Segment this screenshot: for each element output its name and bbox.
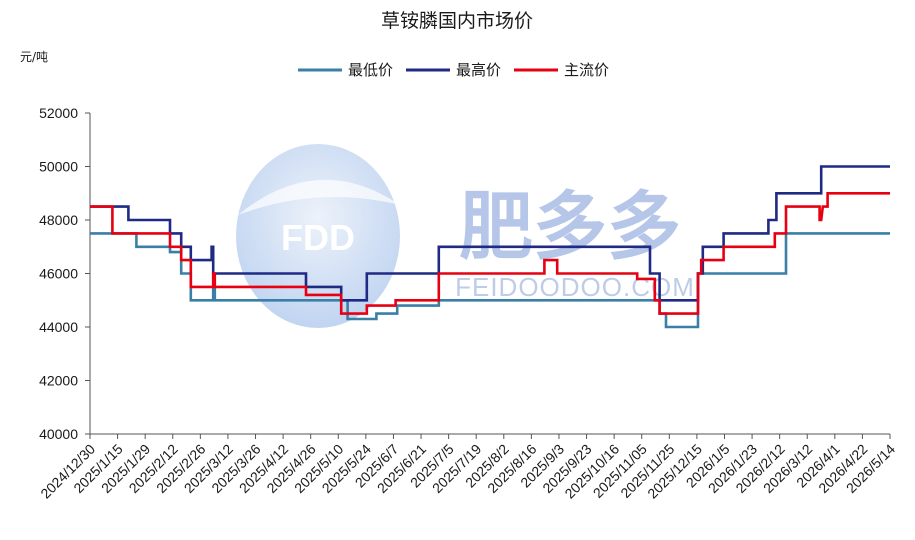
legend-label-1: 最低价 xyxy=(348,61,393,79)
y-tick-label: 44000 xyxy=(39,319,78,335)
y-tick-label: 52000 xyxy=(39,105,78,121)
series-line-2 xyxy=(90,165,890,302)
logo-swoosh-icon xyxy=(238,179,400,215)
axes: 400004200044000460004800050000520002024/… xyxy=(37,105,898,502)
legend-label-2: 最高价 xyxy=(456,61,501,79)
brand-text: 肥多多 xyxy=(459,184,681,270)
y-tick-label: 42000 xyxy=(39,373,78,389)
series-line-3 xyxy=(90,192,890,315)
logo-circle-icon xyxy=(236,144,400,328)
y-tick-label: 48000 xyxy=(39,212,78,228)
series-line-1 xyxy=(90,232,890,329)
y-tick-label: 46000 xyxy=(39,266,78,282)
legend: 最低价 最高价 主流价 xyxy=(298,61,609,79)
series-layer xyxy=(90,165,890,329)
legend-label-3: 主流价 xyxy=(564,61,609,79)
y-axis-label: 元/吨 xyxy=(20,50,48,64)
y-tick-label: 50000 xyxy=(39,159,78,175)
chart-title: 草铵膦国内市场价 xyxy=(381,10,533,32)
y-tick-label: 40000 xyxy=(39,426,78,442)
logo-text: FDD xyxy=(281,217,355,258)
